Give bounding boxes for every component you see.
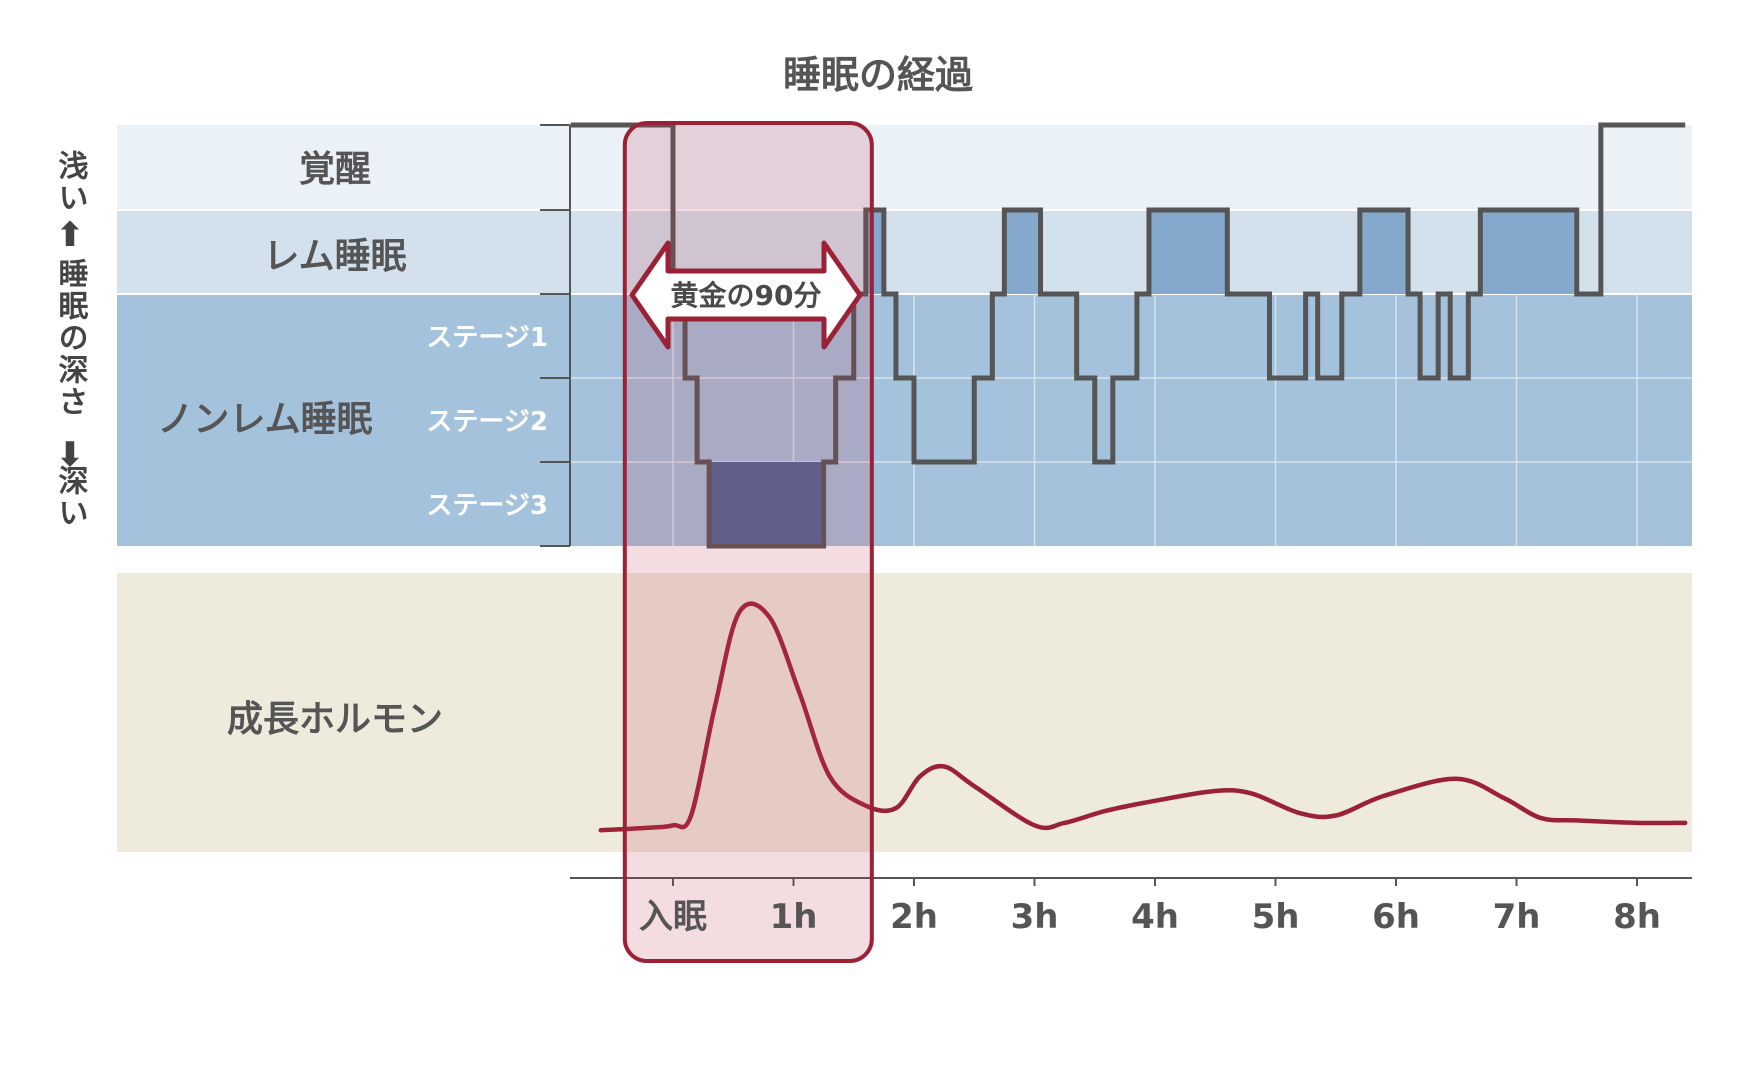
rem-period-fill [1148,210,1228,294]
arrow-up-icon: ⬆ [56,215,85,255]
rem-period-fill [1480,210,1577,294]
x-tick-label: 7h [1493,897,1541,937]
y-axis-depth-label: 浅い ⬆ 睡眠の深さ ⬇ 深い [53,150,89,529]
double-arrow-icon [629,240,863,350]
hormone-band [117,573,1692,852]
band-rem [117,210,1692,294]
golden-period-highlight [622,121,874,963]
band-label-awake: 覚醒 [299,149,371,190]
y-label-deep: 深い [53,465,89,529]
y-label-shallow: 浅い [53,150,89,214]
axes [540,124,1692,886]
golden-period-label: 黄金の90分 [671,279,822,312]
golden-period-box [622,121,874,963]
chart-title: 睡眠の経過 [783,53,974,97]
hypnogram-line [570,122,1686,549]
x-tick-label: 8h [1613,897,1661,937]
stage-bands [117,125,1692,546]
hypnogram [570,122,1686,549]
stage-label-1: ステージ1 [426,323,548,353]
growth-hormone-line [598,601,1688,833]
x-tick-label: 2h [890,897,938,937]
deep-sleep-fill [709,462,824,546]
hormone-band-label: 成長ホルモン [227,699,443,740]
x-tick-labels: 入眠 1h 2h 3h 4h 5h 6h 7h 8h [639,897,1661,937]
x-tick-label: 5h [1252,897,1300,937]
band-label-rem: レム睡眠 [263,236,406,277]
grid-lines [570,294,1692,546]
band-nrem [117,294,1692,546]
x-tick-label: 入眠 [639,897,707,937]
hormone-band-area [117,573,1692,852]
y-label-depth: 睡眠の深さ [53,258,89,418]
stage-label-2: ステージ2 [426,407,548,437]
rem-period-fill [1359,210,1409,294]
growth-hormone-curve [598,601,1688,833]
stage-label-3: ステージ3 [426,491,548,521]
band-label-nrem: ノンレム睡眠 [157,399,372,440]
rem-period-fill [1004,210,1041,294]
band-awake [117,125,1692,210]
x-tick-label: 4h [1131,897,1179,937]
golden-90-arrow: 黄金の90分 [629,240,863,350]
x-tick-label: 1h [770,897,818,937]
hypnogram-fills [709,210,1577,546]
x-tick-label: 6h [1372,897,1420,937]
x-tick-label: 3h [1011,897,1059,937]
arrow-down-icon: ⬇ [56,435,85,475]
